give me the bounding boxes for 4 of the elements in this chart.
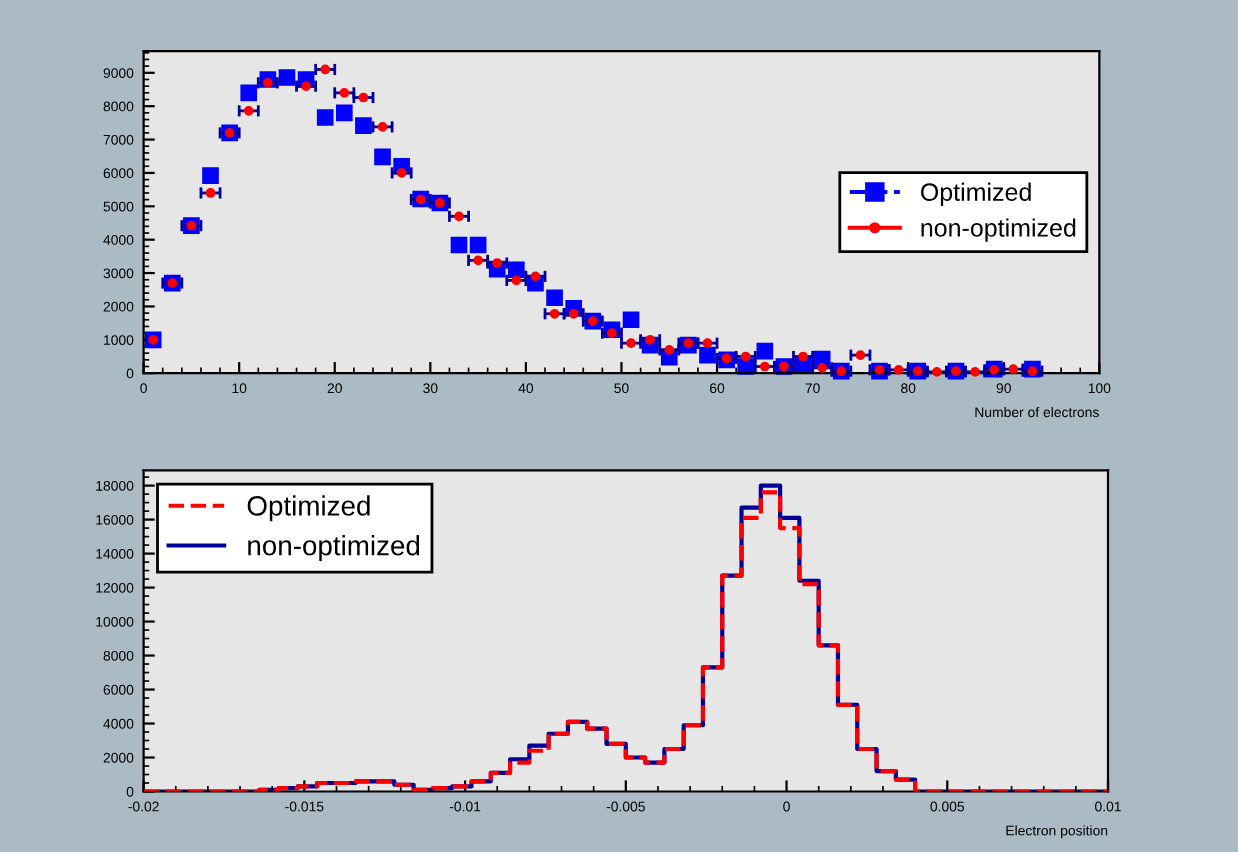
legend-label: non-optimized bbox=[921, 218, 1076, 242]
legend-label: non-optimized bbox=[248, 535, 420, 561]
legend-label: Optimized bbox=[921, 182, 1031, 206]
legend-label: Optimized bbox=[247, 495, 370, 522]
